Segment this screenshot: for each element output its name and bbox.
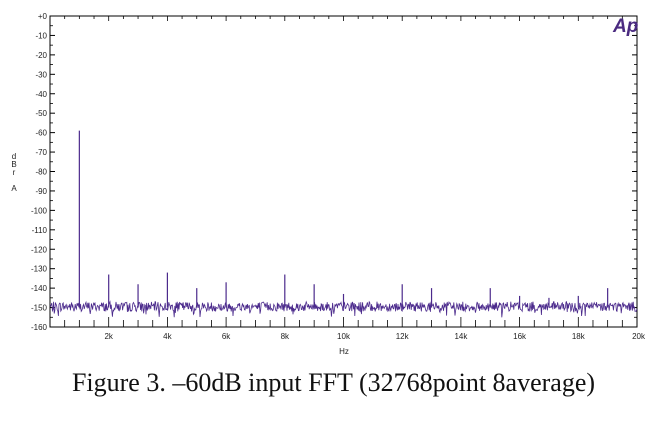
x-tick-label: 10k: [337, 332, 351, 341]
y-tick-label: -60: [35, 129, 47, 138]
y-tick-label: -20: [35, 51, 47, 60]
y-tick-label: -100: [31, 206, 48, 215]
x-tick-label: 16k: [513, 332, 527, 341]
y-tick-label: -50: [35, 109, 47, 118]
y-tick-label: -70: [35, 148, 47, 157]
plot-area: [49, 15, 638, 328]
x-axis-ticks: 2k 4k 6k 8k 10k 12k 14k 16k 18k 20k: [64, 16, 646, 341]
harmonic-peaks: [78, 130, 609, 308]
x-tick-label: 4k: [163, 332, 172, 341]
y-label-char: d: [12, 152, 16, 161]
y-axis-ticks: +0 -10 -20 -30 -40 -50 -60 -70 -80 -90 -100 -110 -12…: [31, 12, 637, 332]
y-tick-label: -110: [32, 226, 48, 235]
y-tick-label: -130: [31, 265, 48, 274]
y-tick-label: -80: [35, 168, 47, 177]
y-tick-label: +0: [38, 12, 48, 21]
y-tick-label: -150: [31, 304, 48, 313]
y-tick-label: -10: [35, 31, 47, 40]
x-tick-label: 12k: [396, 332, 410, 341]
x-tick-label: 18k: [572, 332, 586, 341]
fft-trace: [49, 300, 638, 318]
figure-caption: Figure 3. –60dB input FFT (32768point 8a…: [71, 368, 596, 397]
fft-chart: +0 -10 -20 -30 -40 -50 -60 -70 -80 -90 -100 -110 -12…: [11, 12, 646, 356]
y-tick-label: -140: [31, 284, 48, 293]
x-tick-label: 2k: [104, 332, 113, 341]
y-label-char: r: [13, 168, 16, 177]
y-tick-label: -160: [31, 323, 48, 332]
x-tick-label: 6k: [222, 332, 231, 341]
y-tick-label: -90: [35, 187, 47, 196]
y-tick-label: -30: [35, 70, 47, 79]
y-label-char: B: [11, 160, 16, 169]
ap-logo: Ap: [612, 16, 638, 37]
x-tick-label: 8k: [281, 332, 290, 341]
x-tick-label: 20k: [632, 332, 646, 341]
y-tick-label: -120: [31, 245, 48, 254]
x-tick-label: 14k: [454, 332, 468, 341]
x-axis-label: Hz: [339, 347, 349, 356]
y-tick-label: -40: [35, 90, 47, 99]
y-label-char: A: [11, 184, 17, 193]
